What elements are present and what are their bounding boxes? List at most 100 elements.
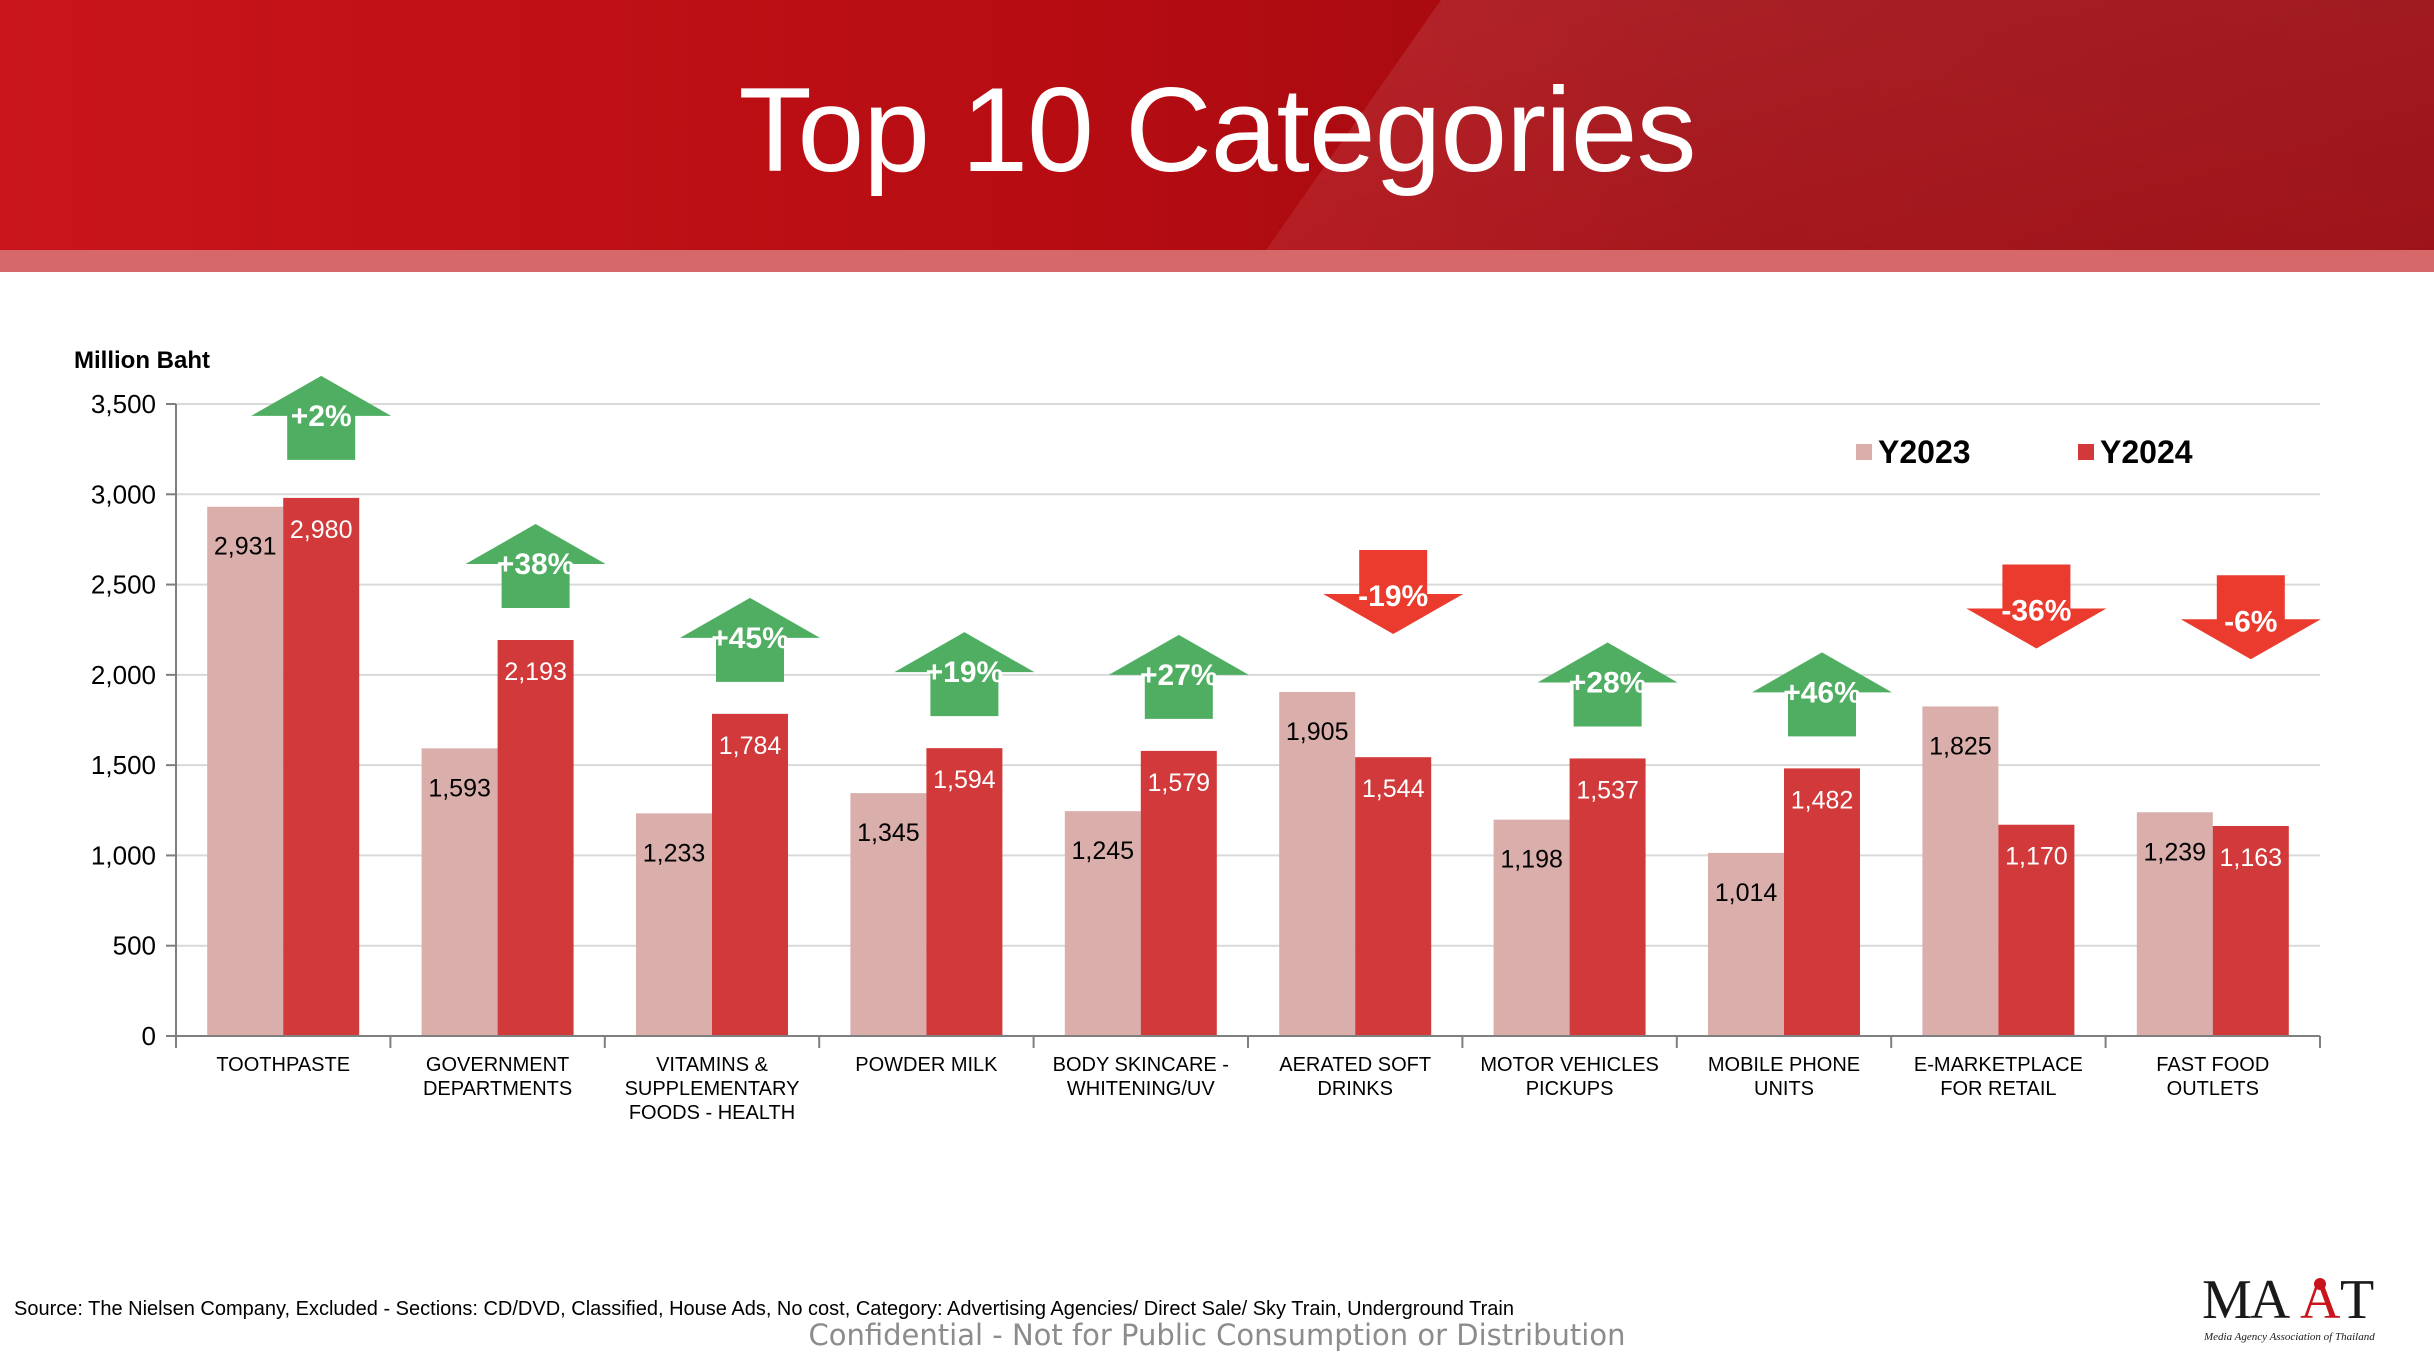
change-label: +19%	[926, 656, 1004, 689]
logo-dot	[2314, 1278, 2326, 1290]
source-note: Source: The Nielsen Company, Excluded - …	[14, 1298, 1514, 1320]
y-tick-label: 2,500	[91, 570, 156, 600]
change-label: +38%	[497, 548, 575, 581]
logo-text: MA	[2202, 1270, 2291, 1331]
change-label: +28%	[1569, 666, 1647, 699]
bar-y2023	[1064, 811, 1141, 1036]
bar-y2023	[1708, 852, 1784, 1036]
bar-y2024	[1998, 824, 2075, 1036]
category-label: POWDER MILK	[855, 1054, 998, 1076]
bar-y2023	[207, 506, 284, 1037]
bar-y2024	[497, 640, 574, 1036]
bar-y2023	[421, 748, 498, 1036]
legend-swatch	[2078, 444, 2094, 460]
y-tick-label: 0	[142, 1021, 156, 1051]
data-label: 2,931	[214, 533, 277, 561]
category-label: PICKUPS	[1526, 1078, 1614, 1100]
bar-chart: 0 500 1,000 1,500 2,000 2,500 3,000 3,500 Millio…	[74, 347, 2321, 1124]
category-label: TOOTHPASTE	[216, 1054, 350, 1076]
bar-y2023	[2136, 812, 2213, 1036]
bar-y2023	[1493, 819, 1570, 1036]
category-label: UNITS	[1754, 1078, 1814, 1100]
legend-label: Y2023	[1878, 434, 1971, 470]
data-label: 1,014	[1715, 879, 1778, 907]
bar-y2023	[1279, 692, 1356, 1036]
y-tick-label: 3,000	[91, 479, 156, 509]
legend-swatch	[1856, 444, 1872, 460]
data-label: 1,163	[2220, 844, 2283, 872]
change-arrow-up-icon	[465, 524, 606, 609]
bar-y2023	[1922, 706, 1999, 1036]
bar-y2023	[636, 813, 712, 1036]
category-label: AERATED SOFT	[1279, 1054, 1431, 1076]
bar-y2024	[283, 497, 360, 1036]
banner-strip	[0, 250, 2434, 272]
bar-y2024	[1569, 758, 1646, 1036]
confidential-note: Confidential - Not for Public Consumptio…	[808, 1318, 1626, 1352]
y-tick-label: 1,000	[91, 840, 156, 870]
category-label: MOTOR VEHICLES	[1480, 1054, 1659, 1076]
bar-y2024	[1140, 750, 1217, 1036]
legend-label: Y2024	[2100, 434, 2193, 470]
category-label: GOVERNMENT	[426, 1054, 569, 1076]
title-banner: Top 10 Categories	[0, 0, 2434, 250]
data-label: 1,537	[1576, 776, 1639, 804]
change-arrow-up-icon	[894, 632, 1035, 717]
bar-y2024	[712, 713, 788, 1036]
y-tick-label: 1,500	[91, 750, 156, 780]
category-label: DRINKS	[1317, 1078, 1393, 1100]
bar-y2024	[926, 748, 1003, 1036]
change-label: -36%	[2001, 594, 2071, 627]
data-label: 1,198	[1500, 846, 1563, 874]
data-label: 1,245	[1072, 837, 1135, 865]
data-label: 1,593	[428, 774, 491, 802]
data-label: 1,233	[643, 839, 706, 867]
data-label: 1,239	[2144, 838, 2207, 866]
change-label: +27%	[1140, 659, 1218, 692]
change-arrow-up-icon	[251, 375, 392, 460]
data-label: 2,980	[290, 516, 353, 544]
change-arrow-up-icon	[1108, 634, 1249, 719]
y-tick-label: 3,500	[91, 389, 156, 419]
bar-y2024	[2212, 825, 2289, 1036]
category-label: SUPPLEMENTARY	[625, 1078, 800, 1100]
category-label: DEPARTMENTS	[423, 1078, 572, 1100]
bar-y2023	[850, 793, 927, 1036]
page-title: Top 10 Categories	[738, 63, 1697, 197]
category-label: WHITENING/UV	[1067, 1078, 1215, 1100]
data-label: 1,594	[933, 766, 996, 794]
data-label: 1,345	[857, 819, 920, 847]
maat-logo: MA A T Media Agency Association of Thail…	[2202, 1270, 2375, 1343]
change-label: -19%	[1358, 580, 1428, 613]
category-label: FOR RETAIL	[1940, 1078, 2056, 1100]
data-label: 2,193	[504, 658, 567, 686]
category-label: E-MARKETPLACE	[1914, 1054, 2083, 1076]
change-label: -6%	[2224, 605, 2277, 638]
y-axis-label: Million Baht	[74, 347, 210, 374]
data-label: 1,544	[1362, 775, 1425, 803]
category-label: FAST FOOD	[2156, 1054, 2269, 1076]
category-label: MOBILE PHONE	[1708, 1054, 1860, 1076]
category-label: OUTLETS	[2167, 1078, 2259, 1100]
change-arrow-down-icon	[2180, 575, 2321, 660]
y-tick-label: 2,000	[91, 660, 156, 690]
category-label: VITAMINS &	[656, 1054, 769, 1076]
data-label: 1,825	[1929, 732, 1992, 760]
data-label: 1,905	[1286, 718, 1349, 746]
change-label: +2%	[291, 400, 352, 433]
change-arrow-up-icon	[1752, 652, 1892, 737]
data-label: 1,482	[1791, 786, 1854, 814]
change-label: +45%	[711, 622, 789, 655]
y-tick-label: 500	[113, 931, 156, 961]
change-arrow-up-icon	[680, 597, 820, 682]
change-arrow-up-icon	[1537, 642, 1678, 727]
category-label: BODY SKINCARE -	[1053, 1054, 1229, 1076]
change-label: +46%	[1783, 676, 1861, 709]
data-label: 1,579	[1148, 769, 1211, 797]
bar-y2024	[1784, 768, 1860, 1036]
category-label: FOODS - HEALTH	[629, 1102, 795, 1124]
logo-subtitle: Media Agency Association of Thailand	[2203, 1331, 2375, 1343]
data-label: 1,170	[2005, 843, 2068, 871]
bar-y2024	[1355, 757, 1432, 1036]
change-arrow-down-icon	[1966, 564, 2107, 649]
